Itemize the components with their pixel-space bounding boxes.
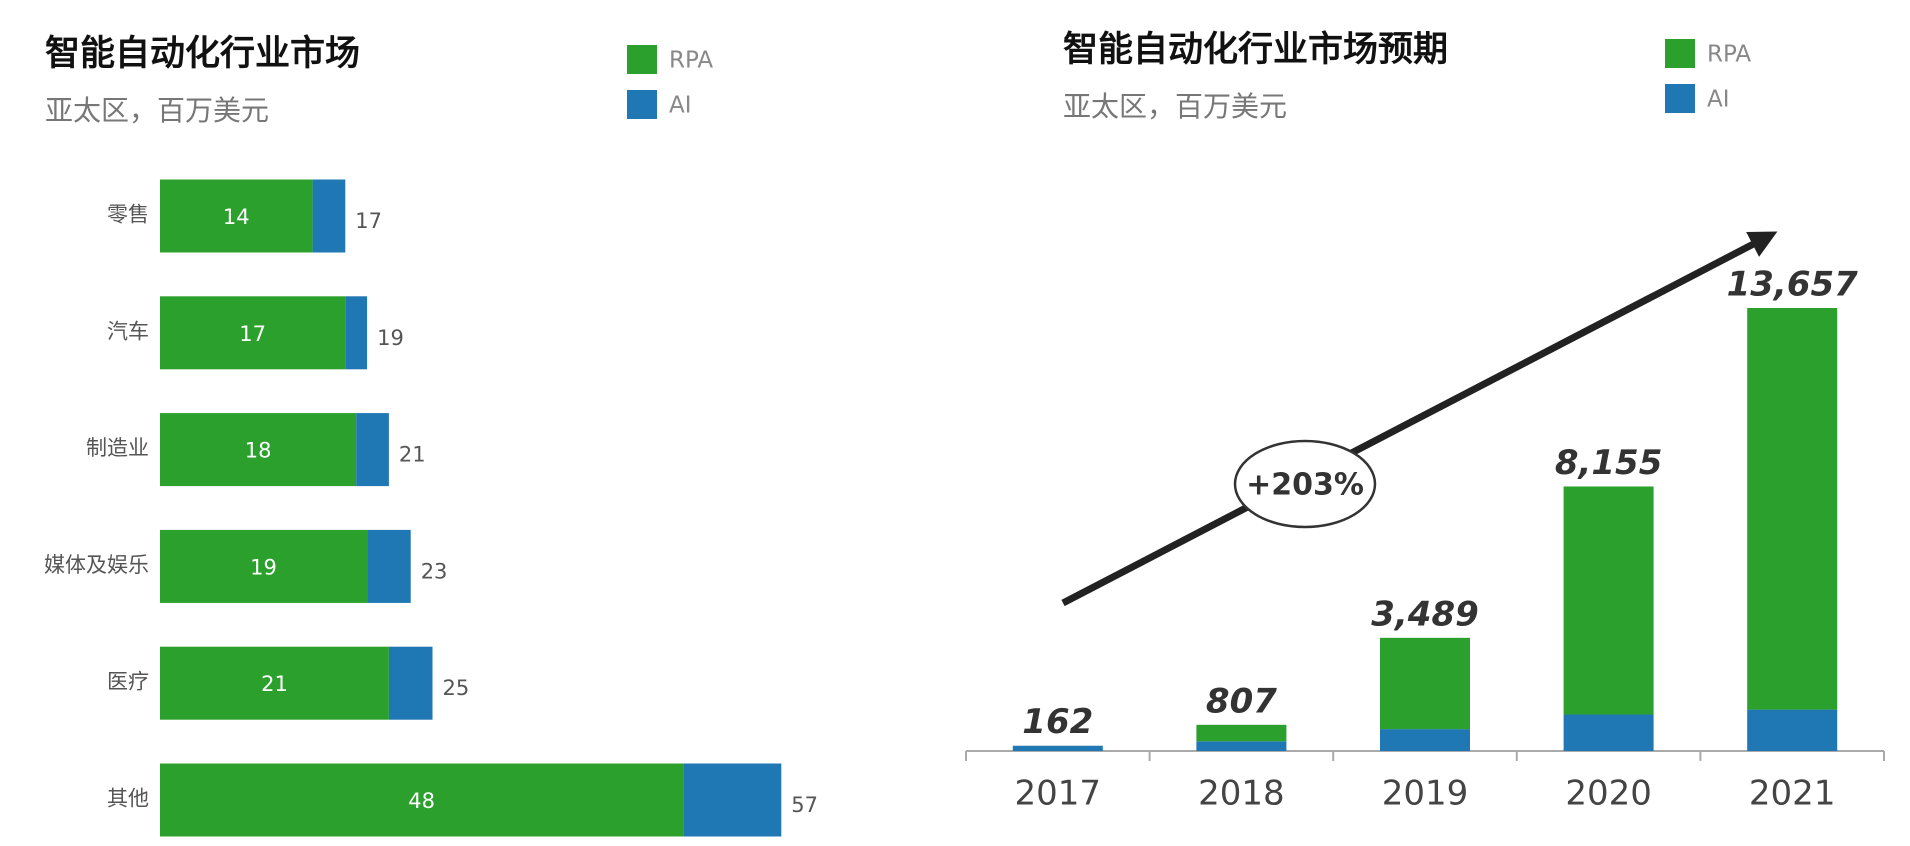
bar-segment [160,296,346,370]
bar-segment [1380,637,1470,730]
chart-subtitle: 亚太区，百万美元 [1063,90,1287,123]
bar-segment [160,529,368,603]
value-label: 14 [223,205,250,229]
total-label: 17 [355,209,382,233]
category-label: 制造业 [86,436,149,460]
value-label: 19 [250,555,277,579]
bar-segment [160,763,684,837]
chart-title: 智能自动化行业市场预期 [1063,30,1448,70]
bar-segment [1380,729,1470,751]
bar-segment [1747,709,1838,751]
total-label: 13,657 [1727,265,1859,305]
bar-segment [356,413,389,487]
category-label: 零售 [107,203,149,227]
bar-segment [1012,745,1103,751]
category-label: 医疗 [107,670,149,694]
chart-subtitle: 亚太区，百万美元 [45,94,269,127]
total-label: 25 [443,676,470,700]
bar-segment [388,646,433,720]
legend-swatch [1665,39,1695,68]
trend-arrow [1061,231,1778,607]
total-label: 807 [1206,681,1277,721]
total-label: 3,489 [1371,594,1479,634]
total-label: 21 [399,443,426,467]
legend-label: AI [1707,87,1730,113]
x-tick-label: 2019 [1382,774,1469,814]
bar-segment [1196,724,1287,742]
legend-label: RPA [1707,42,1751,68]
x-tick-label: 2021 [1749,774,1836,814]
category-label: 其他 [107,787,149,811]
legend-swatch [1665,84,1695,113]
bar-segment [160,179,313,253]
bar-segment [345,296,368,370]
bar-segment [312,179,346,253]
value-label: 48 [408,789,435,813]
bar-segment [1563,486,1654,715]
category-label: 汽车 [107,319,149,343]
total-label: 162 [1022,702,1093,742]
legend-swatch [627,45,657,74]
value-label: 21 [261,672,288,696]
x-tick-label: 2018 [1198,774,1285,814]
chart-title: 智能自动化行业市场 [45,34,360,74]
category-label: 媒体及娱乐 [44,553,149,577]
annotation-ellipse [1233,439,1377,529]
annotation: +203% [1246,468,1364,503]
bar-segment [1196,741,1287,751]
value-label: 18 [245,439,272,463]
bar-segment [1563,714,1654,751]
total-label: 23 [421,559,448,583]
legend-label: RPA [669,48,713,74]
bar-segment [160,646,389,720]
total-label: 8,155 [1555,443,1663,483]
bar-segment [683,763,782,837]
total-label: 57 [791,793,818,817]
legend-swatch [627,90,657,119]
x-tick-label: 2020 [1565,774,1652,814]
total-label: 19 [377,326,404,350]
bar-segment [367,529,411,603]
legend-label: AI [669,93,692,119]
x-tick-label: 2017 [1015,774,1102,814]
bar-segment [1747,308,1838,710]
bar-segment [160,413,357,487]
value-label: 17 [239,322,266,346]
